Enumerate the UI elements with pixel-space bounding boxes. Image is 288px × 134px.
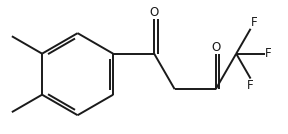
Text: F: F — [247, 79, 254, 92]
Text: F: F — [265, 47, 272, 60]
Text: F: F — [251, 16, 257, 29]
Text: O: O — [149, 6, 159, 19]
Text: O: O — [211, 41, 220, 54]
